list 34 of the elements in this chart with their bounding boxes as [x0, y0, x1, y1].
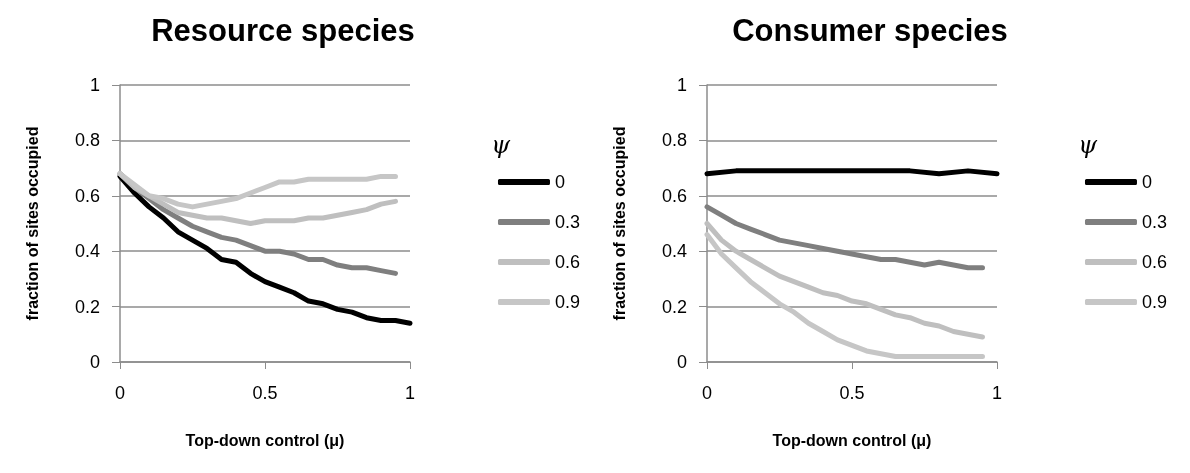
y-tick-label: 1 [676, 75, 687, 95]
y-axis-title: fraction of sites occupied [23, 126, 41, 321]
x-tick-label: 1 [991, 383, 1003, 403]
chart-title: Consumer species [732, 13, 1008, 48]
y-tick-label: 0.6 [74, 185, 100, 206]
legend-title: ψ [1078, 131, 1099, 159]
y-tick-label: 0.2 [74, 296, 100, 317]
legend-label: 0.9 [1141, 292, 1168, 312]
y-tick-label: 1 [89, 75, 100, 95]
y-axis-title: fraction of sites occupied [610, 126, 628, 321]
x-axis-title: Top-down control (μ) [772, 431, 932, 449]
x-tick-label: 0 [701, 383, 713, 403]
y-tick-label: 0 [89, 352, 100, 372]
legend-label: 0.3 [554, 212, 581, 232]
x-axis-title: Top-down control (μ) [185, 431, 345, 449]
y-tick-label: 0.8 [74, 130, 100, 151]
x-tick-label: 0 [114, 383, 126, 403]
legend-title: ψ [491, 131, 512, 159]
legend-label: 0 [554, 172, 565, 192]
legend-label: 0.6 [1141, 252, 1168, 272]
x-tick-label: 0.5 [839, 383, 865, 403]
x-tick-label: 1 [404, 383, 416, 403]
legend-label: 0.9 [554, 292, 581, 312]
y-tick-label: 0.4 [661, 241, 687, 262]
legend-label: 0.3 [1141, 212, 1168, 232]
y-tick-label: 0.6 [661, 185, 687, 206]
legend-label: 0 [1141, 172, 1152, 192]
y-tick-label: 0 [676, 352, 687, 372]
legend-label: 0.6 [554, 252, 581, 272]
y-tick-label: 0.4 [74, 241, 100, 262]
y-tick-label: 0.8 [661, 130, 687, 151]
y-tick-label: 0.2 [661, 296, 687, 317]
chart-title: Resource species [151, 13, 415, 48]
x-tick-label: 0.5 [252, 383, 278, 403]
